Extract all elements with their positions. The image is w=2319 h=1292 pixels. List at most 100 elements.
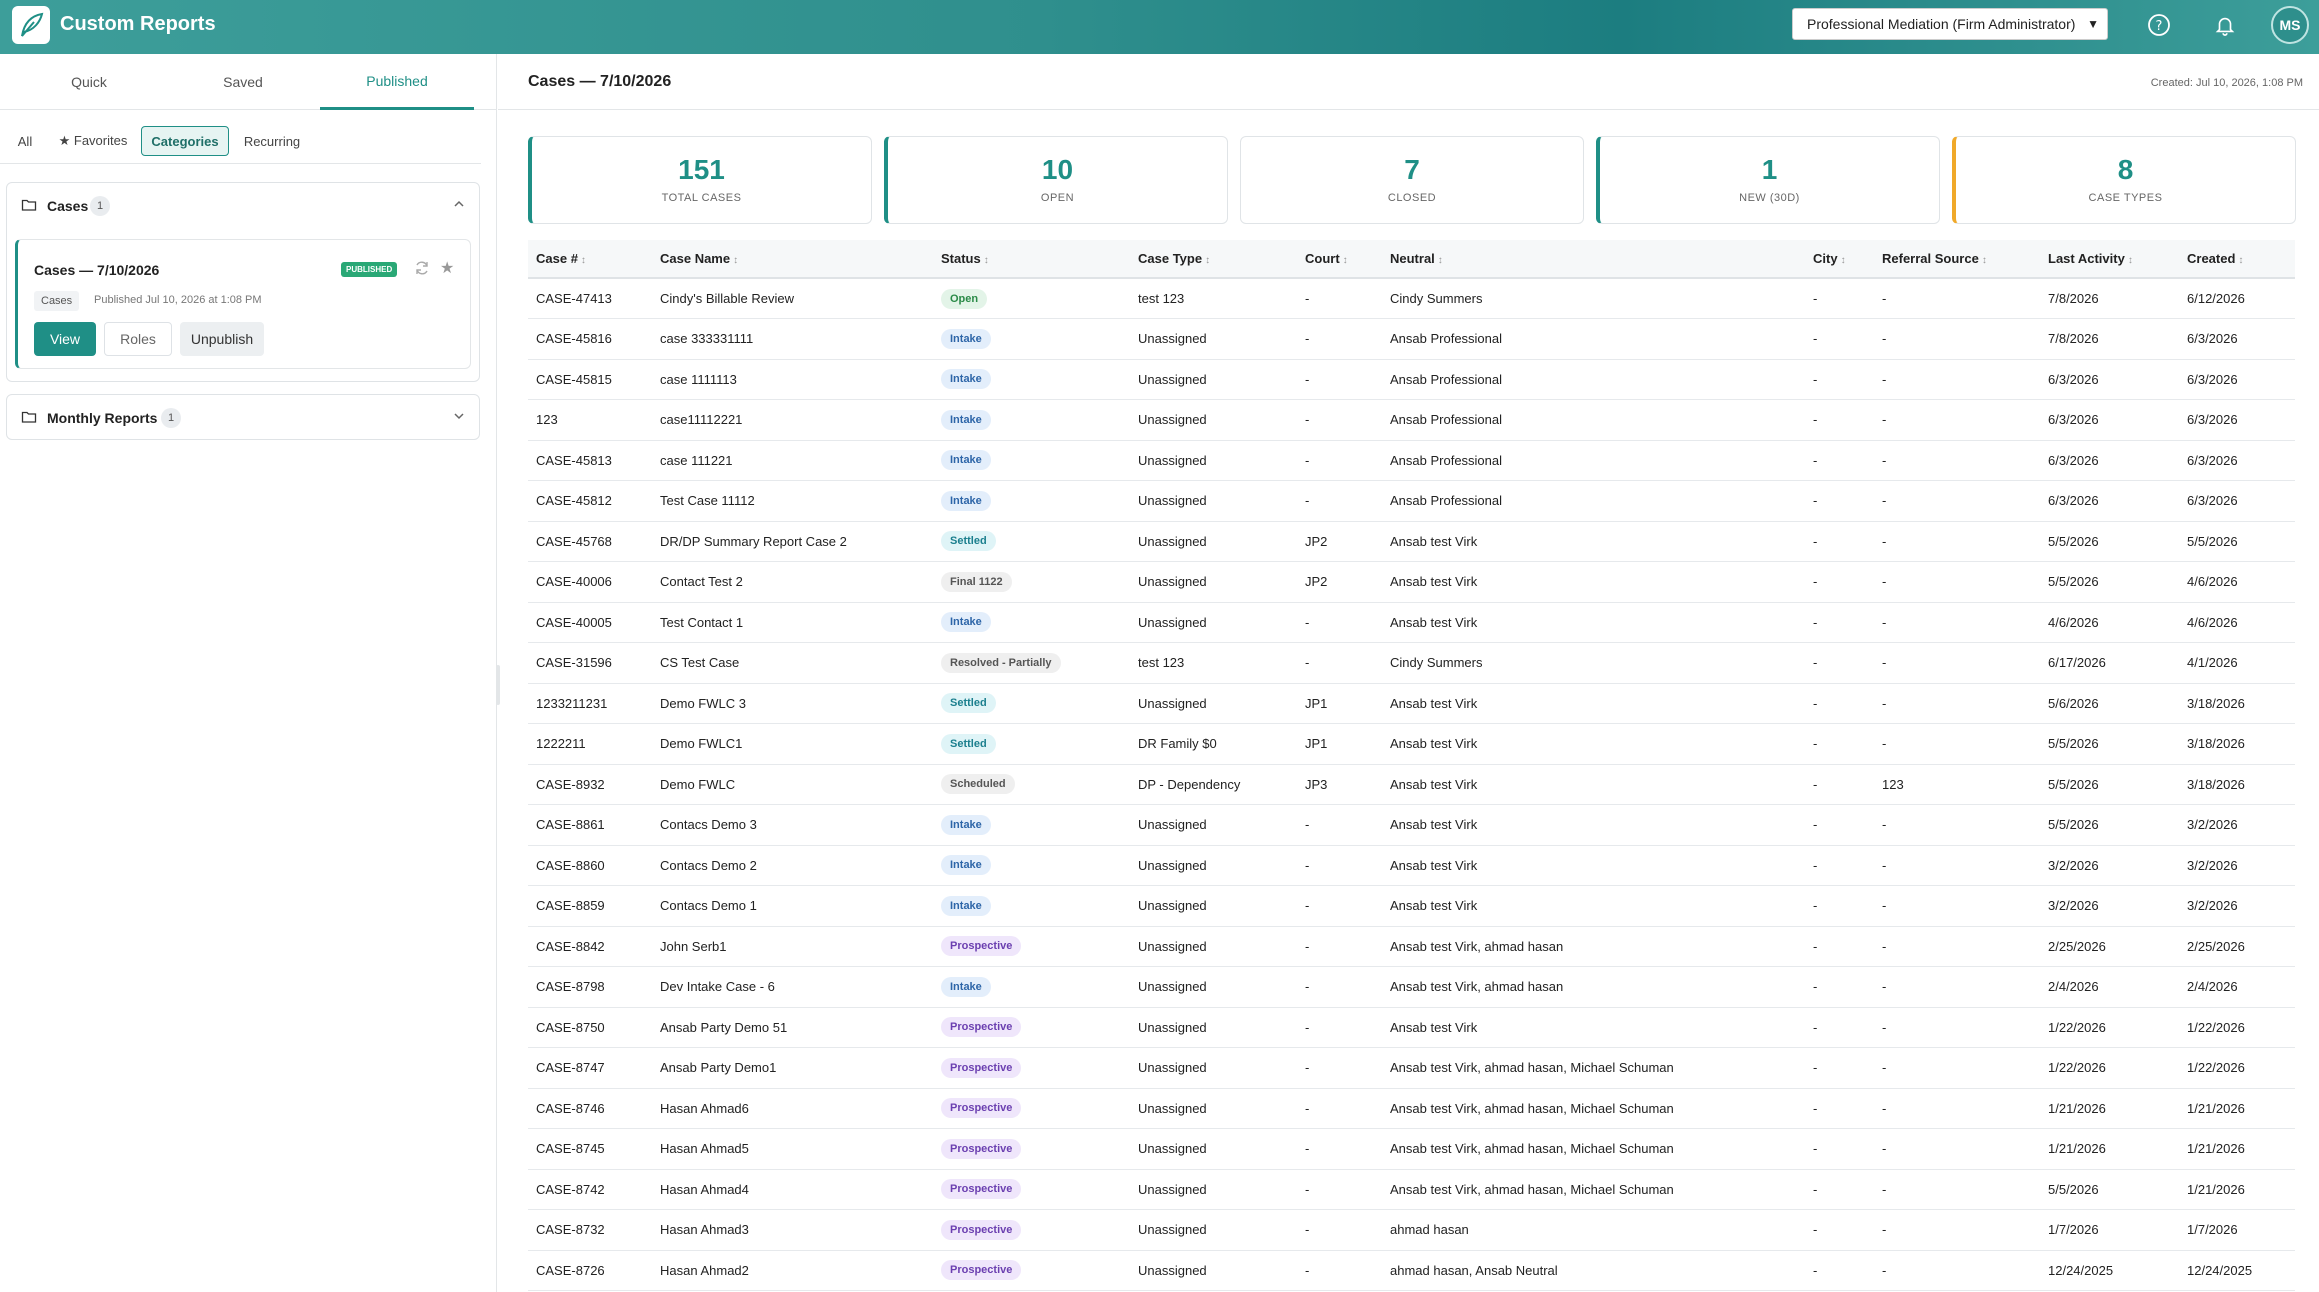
report-card[interactable]: Cases — 7/10/2026 PUBLISHED ★ Cases Publ…: [15, 239, 471, 369]
avatar[interactable]: MS: [2271, 6, 2309, 44]
table-cell: -: [1882, 938, 1887, 954]
table-row[interactable]: CASE-8745 Hasan Ahmad5 Prospective Unassign…: [528, 1129, 2295, 1169]
column-header[interactable]: Case Type ↕: [1130, 240, 1297, 279]
table-row[interactable]: CASE-31596 CS Test Case Resolved - Partial…: [528, 643, 2295, 683]
column-header[interactable]: Case Name ↕: [652, 240, 933, 279]
sort-icon[interactable]: ↕: [1437, 255, 1443, 266]
folder-monthly-reports[interactable]: Monthly Reports 1: [6, 394, 480, 440]
table-row[interactable]: CASE-45816 case 333331111 Intake Unassigned…: [528, 319, 2295, 359]
table-cell: CASE-8861: [536, 817, 605, 833]
tab-published[interactable]: Published: [320, 54, 474, 110]
table-cell: Demo FWLC 3: [660, 695, 746, 711]
stat-value: 10: [1041, 154, 1074, 185]
table-row[interactable]: CASE-8861 Contacs Demo 3 Intake Unassigned -…: [528, 805, 2295, 845]
firm-select[interactable]: Professional Mediation (Firm Administrat…: [1792, 8, 2108, 40]
tab-quick[interactable]: Quick: [71, 74, 107, 90]
sort-icon[interactable]: ↕: [1981, 255, 1987, 266]
table-cell: CASE-45812: [536, 493, 612, 509]
sort-icon[interactable]: ↕: [733, 255, 739, 266]
table-cell: JP1: [1305, 695, 1328, 711]
column-header-label: Case #: [536, 251, 578, 266]
table-row[interactable]: CASE-45768 DR/DP Summary Report Case 2 Set…: [528, 521, 2295, 562]
panel-resize-handle[interactable]: [496, 665, 500, 705]
filter-categories[interactable]: Categories: [141, 126, 229, 156]
table-row[interactable]: CASE-8932 Demo FWLC Scheduled DP - Dependen…: [528, 764, 2295, 805]
table-row[interactable]: CASE-40005 Test Contact 1 Intake Unassigned…: [528, 602, 2295, 643]
table-cell: 3/2/2026: [2187, 857, 2238, 873]
sort-icon[interactable]: ↕: [1205, 255, 1211, 266]
sort-icon[interactable]: ↕: [1342, 255, 1348, 266]
column-header[interactable]: Court ↕: [1297, 240, 1382, 279]
table-cell: -: [1813, 574, 1818, 590]
column-header[interactable]: Created ↕: [2179, 240, 2295, 279]
table-row[interactable]: 1222211 Demo FWLC1 Settled DR Family $0 JP1 A…: [528, 724, 2295, 764]
table-row[interactable]: 1233211231 Demo FWLC 3 Settled Unassigned JP…: [528, 683, 2295, 724]
help-icon[interactable]: ?: [2146, 12, 2172, 38]
filter-favorites[interactable]: ★ Favorites: [58, 133, 128, 148]
stat-label: OPEN: [1040, 192, 1075, 204]
table-row[interactable]: CASE-8750 Ansab Party Demo 51 Prospective U…: [528, 1007, 2295, 1048]
table-row[interactable]: CASE-8747 Ansab Party Demo1 Prospective Una…: [528, 1048, 2295, 1088]
table-row[interactable]: CASE-8798 Dev Intake Case - 6 Intake Unassi…: [528, 967, 2295, 1007]
sort-icon[interactable]: ↕: [983, 255, 989, 266]
table-row[interactable]: CASE-8742 Hasan Ahmad4 Prospective Unassign…: [528, 1169, 2295, 1210]
table-cell: Dev Intake Case - 6: [660, 979, 775, 995]
table-row[interactable]: CASE-8842 John Serb1 Prospective Unassigned…: [528, 926, 2295, 967]
table-cell: 12/24/2025: [2048, 1262, 2114, 1278]
table-cell: 6/3/2026: [2187, 371, 2238, 387]
bell-icon[interactable]: [2212, 12, 2238, 38]
table-cell: JP3: [1305, 776, 1328, 792]
table-cell: 1/21/2026: [2187, 1181, 2245, 1197]
column-header[interactable]: Case # ↕: [528, 240, 652, 279]
sort-icon[interactable]: ↕: [2127, 255, 2133, 266]
folder-cases-header[interactable]: Cases 1: [7, 183, 479, 229]
status-badge: Resolved - Partially: [941, 652, 1061, 673]
table-row[interactable]: CASE-8746 Hasan Ahmad6 Prospective Unassign…: [528, 1088, 2295, 1129]
table-row[interactable]: CASE-40006 Contact Test 2 Final 1122 Unassi…: [528, 562, 2295, 602]
refresh-icon[interactable]: [414, 260, 430, 281]
table-cell: 5/6/2026: [2048, 695, 2099, 711]
left-panel: Quick Saved Published All ★ Favorites Ca…: [0, 54, 497, 1292]
filter-all[interactable]: All: [17, 133, 33, 149]
table-row[interactable]: CASE-8859 Contacs Demo 1 Intake Unassigned -…: [528, 886, 2295, 926]
table-cell: 1/21/2026: [2048, 1100, 2106, 1116]
chevron-up-icon[interactable]: [453, 197, 465, 215]
table-row[interactable]: CASE-8732 Hasan Ahmad3 Prospective Unassign…: [528, 1210, 2295, 1250]
table-row[interactable]: CASE-8860 Contacs Demo 2 Intake Unassigned -…: [528, 845, 2295, 886]
feather-logo-icon[interactable]: [12, 6, 50, 44]
stat-new-30d: 1 NEW (30D): [1596, 136, 1940, 224]
column-header[interactable]: Referral Source ↕: [1874, 240, 2040, 279]
table-cell: 1/21/2026: [2048, 1141, 2106, 1157]
table-row[interactable]: CASE-45813 case 111221 Intake Unassigned - An…: [528, 440, 2295, 481]
column-header[interactable]: Status ↕: [933, 240, 1130, 279]
table-row[interactable]: CASE-45812 Test Case 11112 Intake Unassigne…: [528, 481, 2295, 521]
sort-icon[interactable]: ↕: [2238, 255, 2244, 266]
folder-monthly-header[interactable]: Monthly Reports 1: [7, 395, 479, 441]
table-row[interactable]: 123 case11112221 Intake Unassigned - Ansab Pr…: [528, 400, 2295, 440]
filter-recurring[interactable]: Recurring: [243, 133, 301, 149]
star-icon[interactable]: ★: [440, 260, 455, 277]
column-header[interactable]: City ↕: [1805, 240, 1874, 279]
column-header[interactable]: Neutral ↕: [1382, 240, 1805, 279]
tab-saved[interactable]: Saved: [223, 74, 263, 90]
table-cell: Unassigned: [1138, 412, 1207, 428]
chevron-down-icon[interactable]: [453, 409, 465, 427]
roles-button[interactable]: Roles: [104, 322, 172, 356]
status-badge: Final 1122: [941, 571, 1012, 592]
column-header[interactable]: Last Activity ↕: [2040, 240, 2179, 279]
table-cell: John Serb1: [660, 938, 727, 954]
table-cell: Ansab test Virk, ahmad hasan, Michael Sc…: [1390, 1141, 1674, 1157]
table-cell: -: [1813, 493, 1818, 509]
sort-icon[interactable]: ↕: [1840, 255, 1846, 266]
table-cell: Unassigned: [1138, 452, 1207, 468]
published-meta: Published Jul 10, 2026 at 1:08 PM: [94, 294, 262, 306]
view-button[interactable]: View: [34, 322, 96, 356]
table-row[interactable]: CASE-47413 Cindy's Billable Review Open tes…: [528, 278, 2295, 319]
table-row[interactable]: CASE-45815 case 1111113 Intake Unassigned - A…: [528, 359, 2295, 400]
sort-icon[interactable]: ↕: [580, 255, 586, 266]
table-cell: Unassigned: [1138, 493, 1207, 509]
table-row[interactable]: CASE-8726 Hasan Ahmad2 Prospective Unassign…: [528, 1250, 2295, 1291]
table-cell: -: [1882, 695, 1887, 711]
table-cell: CASE-45768: [536, 533, 612, 549]
unpublish-button[interactable]: Unpublish: [180, 322, 264, 356]
